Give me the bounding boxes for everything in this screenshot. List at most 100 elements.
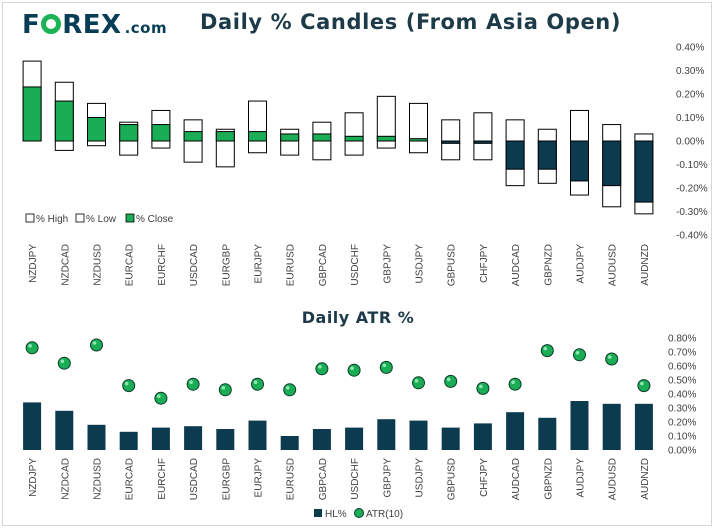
atr-dot-highlight bbox=[543, 346, 548, 351]
candles-ytick-label: 0.10% bbox=[676, 113, 704, 124]
candles-category-label: EURGBP bbox=[221, 244, 232, 287]
atr-category-label: EURJPY bbox=[254, 458, 265, 498]
candle-close-usdchf bbox=[344, 135, 364, 142]
candle-close-gbpcad bbox=[312, 133, 332, 142]
candle-close-gbpnzd bbox=[537, 140, 557, 170]
candle-range-eurusd bbox=[280, 128, 300, 156]
hl-bar-eurchf bbox=[151, 427, 170, 450]
hl-bar-gbpjpy bbox=[377, 419, 396, 450]
candle-range-usdjpy bbox=[409, 102, 428, 154]
atr-dot-highlight bbox=[124, 381, 129, 386]
atr-dot-highlight bbox=[189, 380, 193, 385]
atr-dot-highlight bbox=[221, 386, 226, 390]
atr-dot-gbpcad bbox=[315, 362, 329, 376]
atr-dot-highlight bbox=[414, 379, 419, 383]
candle-close-eurchf bbox=[151, 124, 171, 142]
candle-close-eurjpy bbox=[248, 131, 267, 142]
candle-close-gbpusd bbox=[441, 140, 461, 144]
candle-close-audusd bbox=[602, 140, 622, 187]
candle-close-usdcad bbox=[183, 131, 203, 142]
atr-dot-highlight bbox=[607, 355, 612, 359]
atr-category-label: CHFJPY bbox=[479, 458, 490, 497]
candles-category-label: EURCHF bbox=[157, 244, 168, 286]
atr-dot-usdcad bbox=[186, 377, 200, 391]
candles-ytick-label: 0.30% bbox=[676, 66, 704, 77]
candles-legend-label-1: % High bbox=[36, 214, 68, 225]
atr-dot-highlight bbox=[479, 384, 483, 389]
atr-category-label: NZDUSD bbox=[93, 458, 104, 500]
atr-dot-highlight bbox=[157, 394, 161, 399]
candle-range-chfjpy bbox=[473, 112, 493, 161]
candle-range-usdchf bbox=[344, 112, 364, 156]
atr-dot-nzdcad bbox=[57, 356, 71, 370]
candles-category-label: USDCAD bbox=[189, 244, 200, 286]
atr-dot-highlight bbox=[318, 365, 322, 369]
candles-category-label: NZDCAD bbox=[60, 244, 71, 286]
hl-bar-usdjpy bbox=[409, 420, 428, 450]
candles-category-label: AUDUSD bbox=[608, 244, 619, 286]
atr-category-label: GBPCAD bbox=[318, 458, 329, 500]
atr-legend-swatch-atr bbox=[354, 508, 364, 518]
candle-range-gbpjpy bbox=[376, 95, 396, 149]
candles-legend-swatch-3 bbox=[125, 213, 135, 223]
atr-dot-highlight bbox=[60, 359, 65, 364]
candle-close-gbpjpy bbox=[376, 135, 396, 142]
candles-category-label: GBPUSD bbox=[447, 244, 458, 286]
hl-bar-usdchf bbox=[345, 427, 364, 450]
candles-category-label: NZDJPY bbox=[28, 244, 39, 283]
atr-dot-usdchf bbox=[347, 363, 361, 377]
candles-category-label: USDJPY bbox=[415, 244, 426, 284]
atr-dot-audjpy bbox=[573, 348, 586, 362]
candles-ytick-label: -0.40% bbox=[676, 231, 708, 242]
candles-ytick-label: 0.20% bbox=[676, 90, 704, 101]
atr-legend-label-atr: ATR(10) bbox=[366, 509, 403, 520]
logo-suffix: .com bbox=[124, 19, 168, 37]
atr-category-label: AUDJPY bbox=[576, 458, 587, 498]
candles-ytick-label: -0.30% bbox=[676, 207, 708, 218]
atr-dot-highlight bbox=[446, 377, 451, 382]
atr-category-label: GBPNZD bbox=[543, 458, 554, 500]
atr-dot-nzdusd bbox=[90, 338, 103, 352]
atr-legend-label-hl: HL% bbox=[325, 509, 347, 520]
hl-bar-gbpnzd bbox=[538, 417, 557, 450]
atr-dot-highlight bbox=[285, 386, 290, 390]
candles-category-label: AUDJPY bbox=[576, 244, 587, 284]
atr-category-label: EURUSD bbox=[286, 458, 297, 500]
candles-category-label: AUDCAD bbox=[511, 244, 522, 286]
candle-close-eurusd bbox=[280, 133, 300, 142]
atr-category-label: EURGBP bbox=[221, 458, 232, 501]
atr-ytick-label: 0.00% bbox=[668, 446, 696, 457]
hl-bar-nzdjpy bbox=[23, 402, 42, 450]
hl-bar-eurgbp bbox=[216, 429, 235, 450]
forex-logo: F REX .com bbox=[22, 10, 167, 40]
candles-chart-title: Daily % Candles (From Asia Open) bbox=[200, 10, 622, 34]
atr-ytick-label: 0.50% bbox=[668, 376, 696, 387]
atr-dot-eurchf bbox=[154, 391, 168, 405]
candle-close-eurgbp bbox=[215, 131, 235, 142]
atr-dot-highlight bbox=[350, 366, 354, 371]
logo-text-rex: REX bbox=[62, 10, 122, 40]
candle-range-eurjpy bbox=[248, 100, 267, 154]
atr-category-label: GBPUSD bbox=[447, 458, 458, 500]
candles-category-label: USDCHF bbox=[350, 244, 361, 286]
hl-bar-audnzd bbox=[634, 403, 653, 450]
atr-dot-eurcad bbox=[122, 379, 136, 393]
atr-category-label: EURCAD bbox=[125, 458, 136, 500]
atr-dot-usdjpy bbox=[412, 376, 425, 390]
candle-close-audnzd bbox=[634, 140, 654, 203]
atr-ytick-label: 0.40% bbox=[668, 390, 696, 401]
hl-bar-eurusd bbox=[280, 436, 299, 450]
atr-category-label: NZDCAD bbox=[60, 458, 71, 500]
atr-category-label: AUDUSD bbox=[608, 458, 619, 500]
atr-legend-swatch-hl bbox=[314, 509, 322, 517]
atr-dot-eurjpy bbox=[251, 377, 264, 391]
candle-close-audjpy bbox=[570, 140, 589, 182]
hl-bar-nzdcad bbox=[55, 410, 74, 450]
hl-bar-audcad bbox=[506, 412, 525, 450]
atr-dot-highlight bbox=[253, 380, 258, 385]
candles-category-label: EURUSD bbox=[286, 244, 297, 286]
candle-range-gbpusd bbox=[441, 119, 461, 161]
atr-chart-title: Daily ATR % bbox=[301, 308, 415, 327]
